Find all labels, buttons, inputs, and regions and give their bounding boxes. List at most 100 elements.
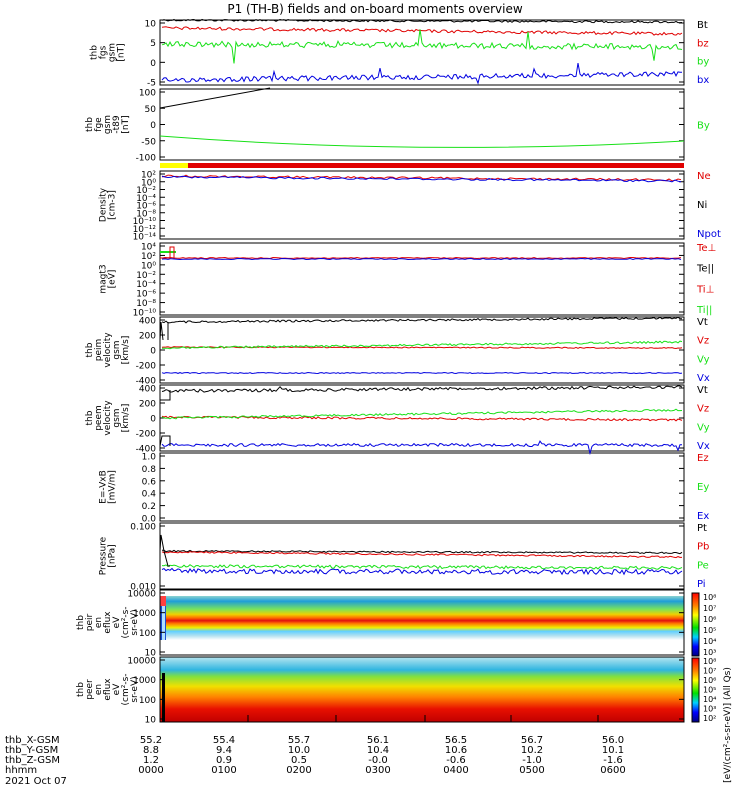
colorbar-tick: 10⁴ (703, 637, 716, 646)
panel-5: 400 200 0 -200 -400 thb peim velocity gsm [km/s] V… (85, 316, 710, 387)
y-tick-label: 0 (150, 59, 156, 69)
y-tick-label: -50 (141, 137, 156, 147)
panel-frame (159, 88, 685, 161)
y-axis-label: eflux (103, 678, 113, 701)
vt-trace (161, 316, 683, 324)
colorbar-tick: 10⁴ (703, 695, 716, 704)
ion-spectrogram-gap (162, 598, 165, 640)
y-tick-label: 50 (145, 105, 157, 115)
footer-value: 0400 (443, 765, 468, 776)
vx2-trace (161, 440, 682, 456)
y-tick-label: -400 (136, 377, 157, 387)
footer-value: 0300 (365, 765, 390, 776)
colorbar-tick: 10³ (703, 705, 716, 714)
y-tick-label: 1000 (133, 609, 156, 619)
y-tick-label: -200 (136, 362, 157, 372)
y-axis-label: sr-eV) (130, 676, 140, 702)
ti-perp-trace (161, 257, 682, 261)
y-tick-label: 0 (150, 347, 156, 357)
footer-value: 0200 (286, 765, 311, 776)
ne-trace (161, 174, 682, 182)
y-axis-label: (cm²-s- (121, 606, 131, 638)
y-axis-label: [nPa] (108, 544, 118, 567)
legend-Pt: Pt (697, 523, 707, 534)
footer-value: 55.7 (288, 735, 310, 746)
footer-value: 1.2 (143, 755, 159, 766)
legend-Vy: Vy (697, 354, 710, 365)
y-tick-label: 0 (150, 415, 156, 425)
y-axis-label: [nT] (117, 43, 127, 61)
footer-value: -1.6 (603, 755, 623, 766)
colorbar-tick: 10⁷ (703, 667, 716, 676)
legend-Te⊥: Te⊥ (696, 243, 716, 254)
vz2-trace (161, 415, 683, 422)
y-tick-label: 10000 (127, 657, 156, 667)
panel-frame (159, 19, 685, 86)
bt-trace (161, 18, 683, 24)
colorbar-tick: 10² (703, 714, 716, 723)
y-axis-label: [km/s] (121, 404, 131, 433)
legend-By: By (697, 121, 710, 132)
vt2-trace (161, 385, 683, 393)
legend-Te||: Te|| (696, 264, 714, 275)
bx-trace (161, 63, 683, 85)
y-axis-label: [mV/m] (108, 470, 118, 504)
y-tick-label: 1000 (133, 676, 156, 686)
y-tick-label: 10⁻² (136, 186, 156, 196)
footer-value: 10.0 (288, 745, 310, 756)
legend-Vx: Vx (697, 373, 710, 384)
colorbar-top (691, 592, 700, 657)
panel-frame (159, 452, 685, 522)
y-tick-label: -5 (147, 79, 156, 89)
vy2-trace (161, 408, 683, 420)
y-axis-label: (cm²-s- (121, 673, 131, 705)
legend-Vz: Vz (697, 404, 709, 415)
y-axis-label: E=-VxB (99, 470, 109, 504)
y-tick-label: 100 (139, 696, 156, 706)
y-axis-label: [eV] (108, 270, 118, 289)
footer-value: 10.2 (521, 745, 543, 756)
footer-value: 0000 (138, 765, 163, 776)
footer-row-label: thb_Z-GSM (5, 755, 60, 766)
colorbar-bottom (691, 657, 700, 723)
vx-trace (161, 371, 683, 375)
y-axis-label: thb (76, 682, 86, 697)
footer-row-label: thb_Y-GSM (5, 745, 58, 756)
legend-Bt: Bt (697, 20, 708, 31)
p-spike (159, 534, 170, 567)
legend-Ti⊥: Ti⊥ (696, 284, 714, 295)
y-tick-label: 10 (145, 649, 157, 659)
y-axis-label: Pressure (99, 536, 109, 575)
legend-bx: bx (697, 75, 709, 86)
y-tick-label: -100 (136, 154, 157, 164)
electron-spectrogram (160, 657, 684, 722)
y-axis-label: eflux (103, 611, 113, 634)
y-tick-label: 10⁻⁶ (136, 290, 156, 300)
y-axis-label: peem (94, 405, 104, 431)
y-axis-label: eV (112, 683, 122, 696)
model-trace (159, 87, 271, 109)
pb-trace (161, 551, 682, 559)
colorbar-label: [eV/(cm²-s-sr-eV)] (All Qs) (723, 667, 733, 783)
y-axis-label: en (94, 684, 104, 695)
footer-value: 10.4 (367, 745, 389, 756)
status-bar-red (160, 163, 684, 168)
y-axis-label: Density (99, 187, 109, 222)
legend-Ez: Ez (697, 453, 709, 464)
y-tick-label: 10 (145, 20, 157, 30)
plot-title: P1 (TH-B) fields and on-board moments ov… (227, 2, 523, 16)
ion-spectrogram (160, 596, 684, 640)
panel-frame (159, 589, 685, 656)
y-tick-label: 0.100 (130, 523, 156, 533)
y-axis-label: eV (112, 616, 122, 629)
ion-spectrogram-left-band-top (160, 596, 166, 606)
y-tick-label: 10⁻¹⁰ (133, 217, 157, 227)
colorbar-tick: 10⁶ (703, 615, 716, 624)
y-tick-label: 5 (150, 39, 156, 49)
colorbar-tick: 10³ (703, 648, 716, 657)
y-tick-label: 10⁻⁴ (136, 194, 156, 204)
footer-value: 0600 (600, 765, 625, 776)
v2-spike (159, 390, 171, 447)
pi-trace (161, 567, 683, 576)
